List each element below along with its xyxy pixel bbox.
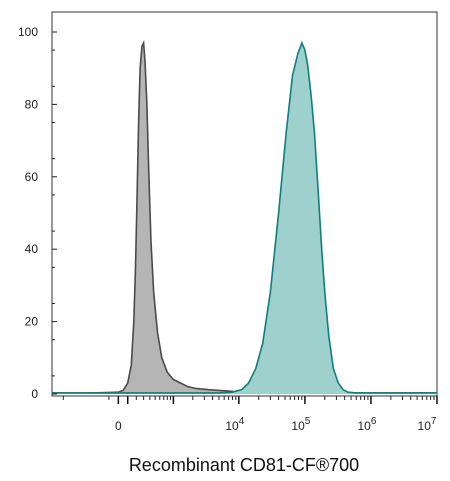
x-tick-label: 0 xyxy=(115,419,122,433)
series-layer xyxy=(52,39,437,395)
series-0-line xyxy=(52,39,437,394)
series-1-area xyxy=(52,42,437,395)
series-0-area xyxy=(52,42,437,395)
y-tick-label-20: 20 xyxy=(25,315,39,329)
y-tick-label-0: 0 xyxy=(31,387,38,401)
y-axis: 0 20 40 60 80 100 xyxy=(18,25,57,401)
x-tick-label: 105 xyxy=(291,416,310,433)
x-tick-label: 107 xyxy=(418,416,437,433)
plot-frame xyxy=(51,11,438,397)
y-tick-label-80: 80 xyxy=(25,97,39,111)
x-tick-label: 104 xyxy=(225,416,244,433)
y-tick-label-40: 40 xyxy=(25,242,39,256)
x-axis-label: Recombinant CD81-CF®700 xyxy=(129,455,359,475)
x-tick-label: 106 xyxy=(357,416,376,433)
y-tick-label-60: 60 xyxy=(25,170,39,184)
x-axis: 0 104 105 106 107 xyxy=(62,396,438,433)
series-1-line xyxy=(52,40,437,394)
y-tick-label-100: 100 xyxy=(18,25,38,39)
